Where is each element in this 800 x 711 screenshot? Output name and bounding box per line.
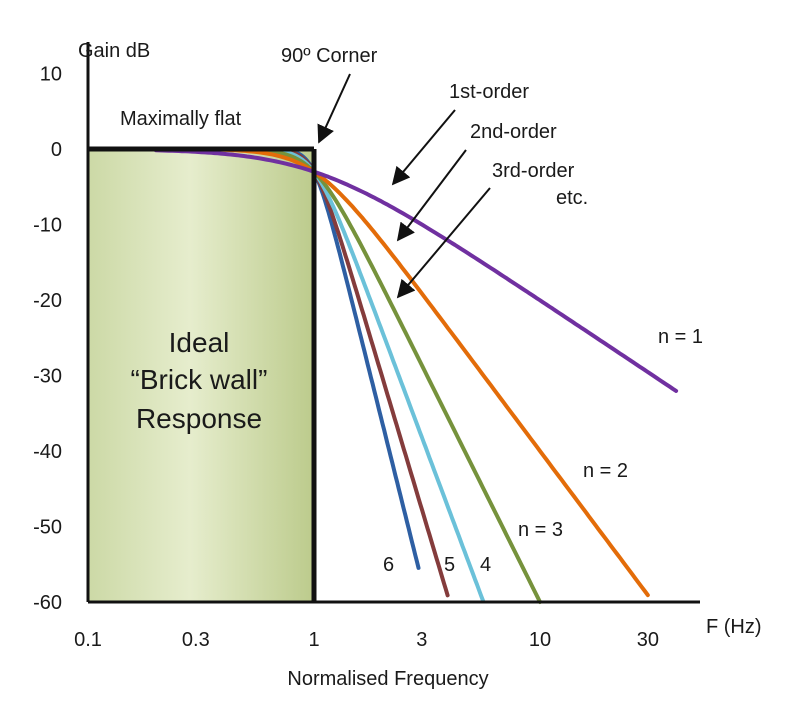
series-label-n2: n = 2	[583, 460, 628, 482]
x-tick-label: 10	[529, 629, 551, 651]
series-label-5: 5	[444, 554, 455, 576]
ideal-label-line-3: Response	[136, 403, 262, 434]
arrow-2nd-order	[396, 149, 467, 242]
y-tick-label: -40	[33, 441, 62, 463]
brick-wall-region	[88, 149, 314, 602]
series-label-n3: n = 3	[518, 519, 563, 541]
y-tick-label: -30	[33, 366, 62, 388]
annotation-1st-order: 1st-order	[449, 81, 529, 103]
series-label-4: 4	[480, 554, 491, 576]
annotation-2nd-order: 2nd-order	[470, 121, 557, 143]
series-label-n1: n = 1	[658, 326, 703, 348]
x-tick-label: 30	[637, 629, 659, 651]
ideal-label-line-1: Ideal	[169, 327, 230, 358]
y-tick-label: -50	[33, 517, 62, 539]
annotation-3rd-order: 3rd-order	[492, 160, 575, 182]
y-tick-label: -20	[33, 290, 62, 312]
series-label-6: 6	[383, 554, 394, 576]
x-tick-labels: 0.1 0.3 1 3 10 30	[74, 629, 659, 651]
curve-order-1	[154, 148, 679, 393]
arrow-1st-order	[391, 109, 456, 186]
annotation-maximally-flat: Maximally flat	[120, 108, 242, 130]
y-axis-title: Gain dB	[78, 40, 150, 62]
x-tick-label: 0.3	[182, 629, 210, 651]
ideal-label-line-2: “Brick wall”	[131, 364, 268, 395]
x-tick-label: 1	[308, 629, 319, 651]
x-tick-label: 3	[416, 629, 427, 651]
annotation-etc: etc.	[556, 187, 588, 209]
annotation-90-corner: 90º Corner	[281, 45, 378, 67]
y-tick-labels: 10 0 -10 -20 -30 -40 -50 -60	[33, 64, 62, 615]
arrow-3rd-order	[396, 187, 491, 299]
y-tick-label: 0	[51, 139, 62, 161]
y-tick-label: 10	[40, 64, 62, 86]
arrow-90-corner	[317, 73, 351, 144]
y-tick-label: -10	[33, 215, 62, 237]
x-axis-title: Normalised Frequency	[287, 668, 488, 690]
x-tick-label: 0.1	[74, 629, 102, 651]
x-axis-unit-label: F (Hz)	[706, 616, 762, 638]
y-tick-label: -60	[33, 592, 62, 614]
